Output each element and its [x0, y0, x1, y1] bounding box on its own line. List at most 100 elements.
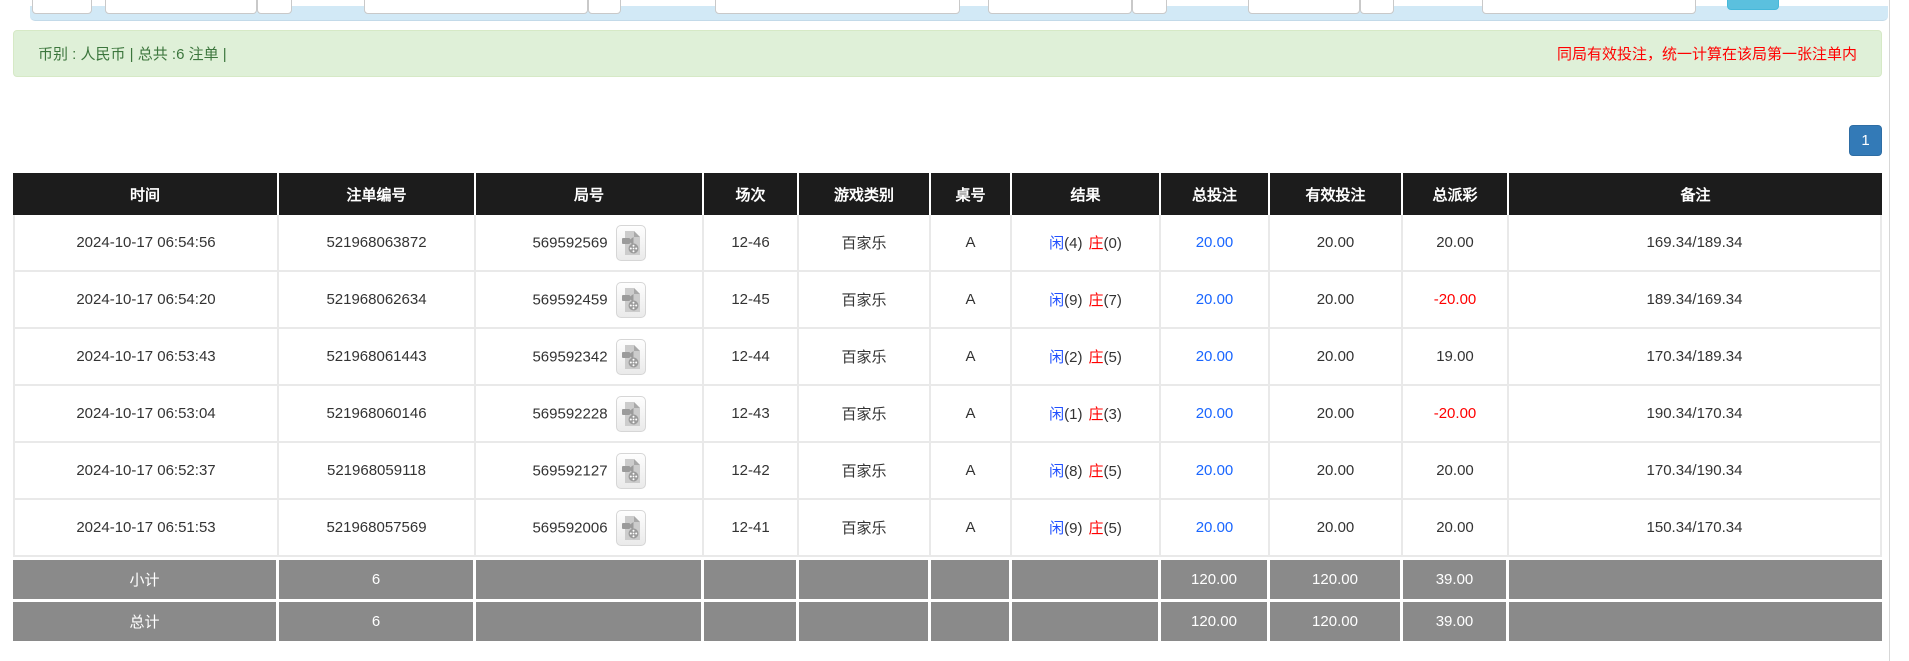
cell-round-id: 569592127 [476, 443, 704, 500]
valid-bet-notice: 同局有效投注，统一计算在该局第一张注单内 [1556, 46, 1857, 63]
bet-records-table: 时间 注单编号 局号 场次 游戏类别 桌号 结果 总投注 有效投注 总派彩 备注… [13, 173, 1882, 641]
result-banker-label: 庄 [1088, 463, 1104, 480]
subtotal-row-cell-4 [799, 557, 931, 599]
grand-total-row-cell-8: 120.00 [1270, 599, 1403, 641]
result-player-score: (9) [1064, 292, 1083, 309]
cell-valid-bet: 20.00 [1270, 215, 1403, 272]
filter-field[interactable] [1482, 0, 1696, 14]
cell-payout: 19.00 [1403, 329, 1509, 386]
cell-valid-bet: 20.00 [1270, 500, 1403, 557]
round-number: 569592127 [532, 462, 608, 479]
column-header-remark: 备注 [1509, 173, 1882, 215]
filter-field-addon[interactable] [1360, 0, 1394, 14]
video-replay-button[interactable] [615, 338, 646, 375]
subtotal-row-cell-7: 120.00 [1161, 557, 1270, 599]
filter-field-addon[interactable] [1132, 0, 1167, 14]
result-player-label: 闲 [1049, 463, 1065, 480]
cell-table-no: A [931, 329, 1012, 386]
table-row: 2024-10-17 06:53:43 521968061443 569592342… [13, 329, 1882, 386]
cell-valid-bet: 20.00 [1270, 443, 1403, 500]
filter-field[interactable] [105, 0, 257, 14]
cell-table-no: A [931, 500, 1012, 557]
content-right-border [1889, 0, 1890, 661]
pagination-page-1[interactable]: 1 [1849, 125, 1882, 156]
result-player-label: 闲 [1049, 520, 1065, 537]
cell-total-bet: 20.00 [1161, 272, 1270, 329]
result-banker-label: 庄 [1088, 235, 1104, 252]
column-header-game-type: 游戏类别 [799, 173, 931, 215]
table-row: 2024-10-17 06:52:37 521968059118 569592127… [13, 443, 1882, 500]
subtotal-row-cell-5 [931, 557, 1012, 599]
search-button[interactable] [1727, 0, 1779, 10]
cell-payout: 20.00 [1403, 215, 1509, 272]
cell-round-id: 569592569 [476, 215, 704, 272]
cell-time: 2024-10-17 06:54:20 [13, 272, 279, 329]
video-replay-icon [621, 515, 640, 540]
cell-round-id: 569592228 [476, 386, 704, 443]
total-bet-link[interactable]: 20.00 [1195, 462, 1234, 479]
filter-field[interactable] [715, 0, 960, 14]
round-number: 569592459 [532, 291, 608, 308]
cell-round-id: 569592006 [476, 500, 704, 557]
cell-game-type: 百家乐 [799, 500, 931, 557]
cell-remark: 169.34/189.34 [1509, 215, 1882, 272]
cell-remark: 170.34/190.34 [1509, 443, 1882, 500]
video-replay-button[interactable] [615, 509, 646, 546]
filter-field-addon[interactable] [588, 0, 621, 14]
summary-bar: 币别 : 人民币 | 总共 :6 注单 | 同局有效投注，统一计算在该局第一张注… [13, 30, 1882, 77]
total-bet-link[interactable]: 20.00 [1195, 348, 1234, 365]
cell-session: 12-44 [704, 329, 799, 386]
total-bet-link[interactable]: 20.00 [1195, 234, 1234, 251]
round-number: 569592228 [532, 405, 608, 422]
video-replay-icon [621, 287, 640, 312]
cell-time: 2024-10-17 06:52:37 [13, 443, 279, 500]
video-replay-button[interactable] [615, 395, 646, 432]
cell-bet-id: 521968062634 [279, 272, 476, 329]
cell-remark: 189.34/169.34 [1509, 272, 1882, 329]
cell-valid-bet: 20.00 [1270, 329, 1403, 386]
total-bet-link[interactable]: 20.00 [1195, 291, 1234, 308]
filter-field[interactable] [32, 0, 92, 14]
cell-bet-id: 521968061443 [279, 329, 476, 386]
filter-field[interactable] [1248, 0, 1360, 14]
cell-game-type: 百家乐 [799, 329, 931, 386]
cell-game-type: 百家乐 [799, 215, 931, 272]
filter-field[interactable] [988, 0, 1132, 14]
cell-result: 闲(4) 庄(0) [1012, 215, 1161, 272]
result-banker-score: (5) [1103, 349, 1122, 366]
video-replay-icon [621, 344, 640, 369]
result-banker-score: (7) [1103, 292, 1122, 309]
video-replay-button[interactable] [615, 281, 646, 318]
cell-table-no: A [931, 272, 1012, 329]
subtotal-row-cell-8: 120.00 [1270, 557, 1403, 599]
column-header-round-id: 局号 [476, 173, 704, 215]
video-replay-button[interactable] [615, 452, 646, 489]
grand-total-row-cell-7: 120.00 [1161, 599, 1270, 641]
result-player-label: 闲 [1049, 406, 1065, 423]
grand-total-row-cell-1: 6 [279, 599, 476, 641]
cell-game-type: 百家乐 [799, 386, 931, 443]
result-banker-score: (5) [1103, 520, 1122, 537]
subtotal-row-cell-3 [704, 557, 799, 599]
subtotal-row-cell-9: 39.00 [1403, 557, 1509, 599]
filter-field-addon[interactable] [257, 0, 292, 14]
result-player-score: (8) [1064, 463, 1083, 480]
total-bet-link[interactable]: 20.00 [1195, 519, 1234, 536]
column-header-bet-id: 注单编号 [279, 173, 476, 215]
round-number: 569592569 [532, 234, 608, 251]
cell-remark: 190.34/170.34 [1509, 386, 1882, 443]
filter-field[interactable] [364, 0, 588, 14]
video-replay-button[interactable] [615, 224, 646, 261]
grand-total-row-cell-4 [799, 599, 931, 641]
cell-time: 2024-10-17 06:53:04 [13, 386, 279, 443]
subtotal-row-cell-10 [1509, 557, 1882, 599]
cell-session: 12-42 [704, 443, 799, 500]
result-player-score: (2) [1064, 349, 1083, 366]
total-bet-link[interactable]: 20.00 [1195, 405, 1234, 422]
column-header-result: 结果 [1012, 173, 1161, 215]
cell-game-type: 百家乐 [799, 272, 931, 329]
round-number: 569592006 [532, 519, 608, 536]
video-replay-icon [621, 458, 640, 483]
result-player-label: 闲 [1049, 235, 1065, 252]
